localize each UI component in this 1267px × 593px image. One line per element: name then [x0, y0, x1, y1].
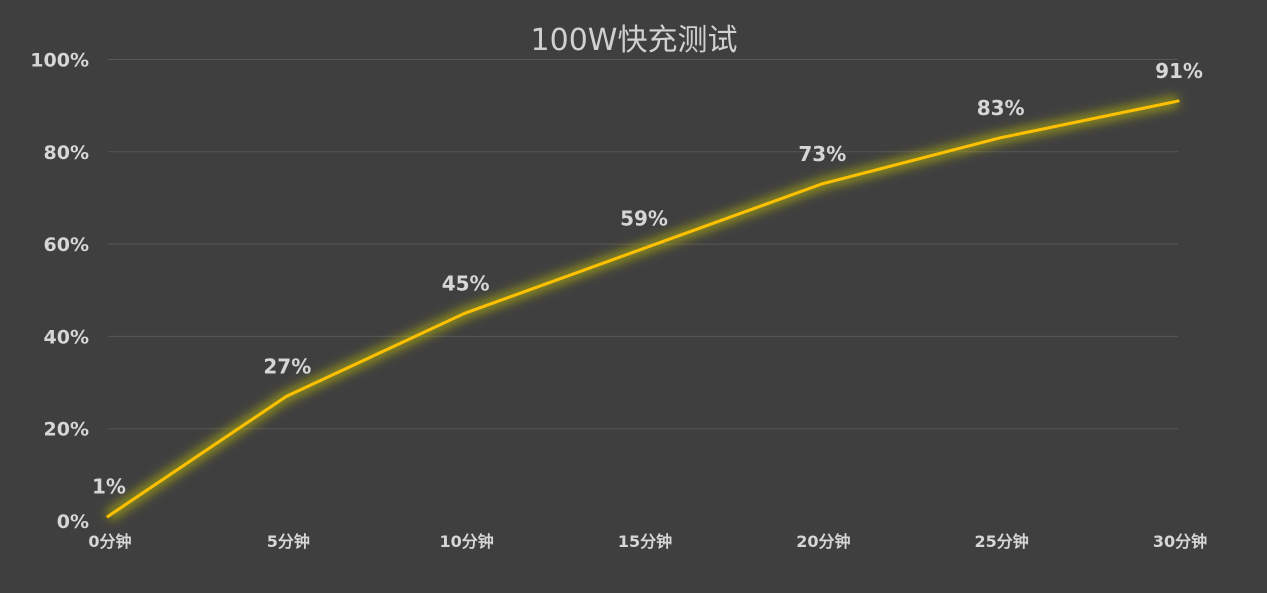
data-label: 91% [1155, 59, 1203, 83]
x-tick-label: 20分钟 [796, 532, 850, 551]
data-point [106, 514, 110, 518]
x-tick-label: 5分钟 [267, 532, 310, 551]
y-tick-label: 40% [44, 326, 89, 348]
y-tick-label: 80% [44, 142, 89, 164]
y-tick-label: 20% [44, 419, 89, 441]
y-tick-label: 100% [30, 50, 89, 72]
data-point [284, 394, 288, 398]
y-axis-ticks: 0% 20% 40% 60% 80% 100% [30, 50, 89, 534]
x-tick-label: 30分钟 [1153, 532, 1207, 551]
data-label: 45% [442, 271, 490, 295]
y-tick-label: 60% [44, 234, 89, 256]
data-label: 73% [798, 142, 846, 166]
series-line [106, 99, 1180, 518]
y-tick-label: 0% [57, 511, 89, 533]
chart-title: 100W快充测试 [531, 23, 738, 58]
series-charge-level [104, 95, 1180, 522]
data-labels: 1% 27% 45% 59% 73% 83% 91% [92, 59, 1203, 498]
x-tick-label: 0分钟 [88, 532, 131, 551]
data-point [819, 182, 823, 186]
data-point [1176, 99, 1180, 103]
data-label: 1% [92, 474, 126, 498]
x-tick-label: 25分钟 [975, 532, 1029, 551]
series-line-glow [104, 95, 1180, 522]
data-label: 27% [263, 354, 311, 378]
data-label: 83% [977, 96, 1025, 120]
data-point [998, 136, 1002, 140]
data-point [641, 247, 645, 251]
data-point [463, 311, 467, 315]
x-tick-label: 15分钟 [618, 532, 672, 551]
x-axis-ticks: 0分钟 5分钟 10分钟 15分钟 20分钟 25分钟 30分钟 [88, 532, 1207, 551]
data-label: 59% [620, 207, 668, 231]
x-tick-label: 10分钟 [440, 532, 494, 551]
